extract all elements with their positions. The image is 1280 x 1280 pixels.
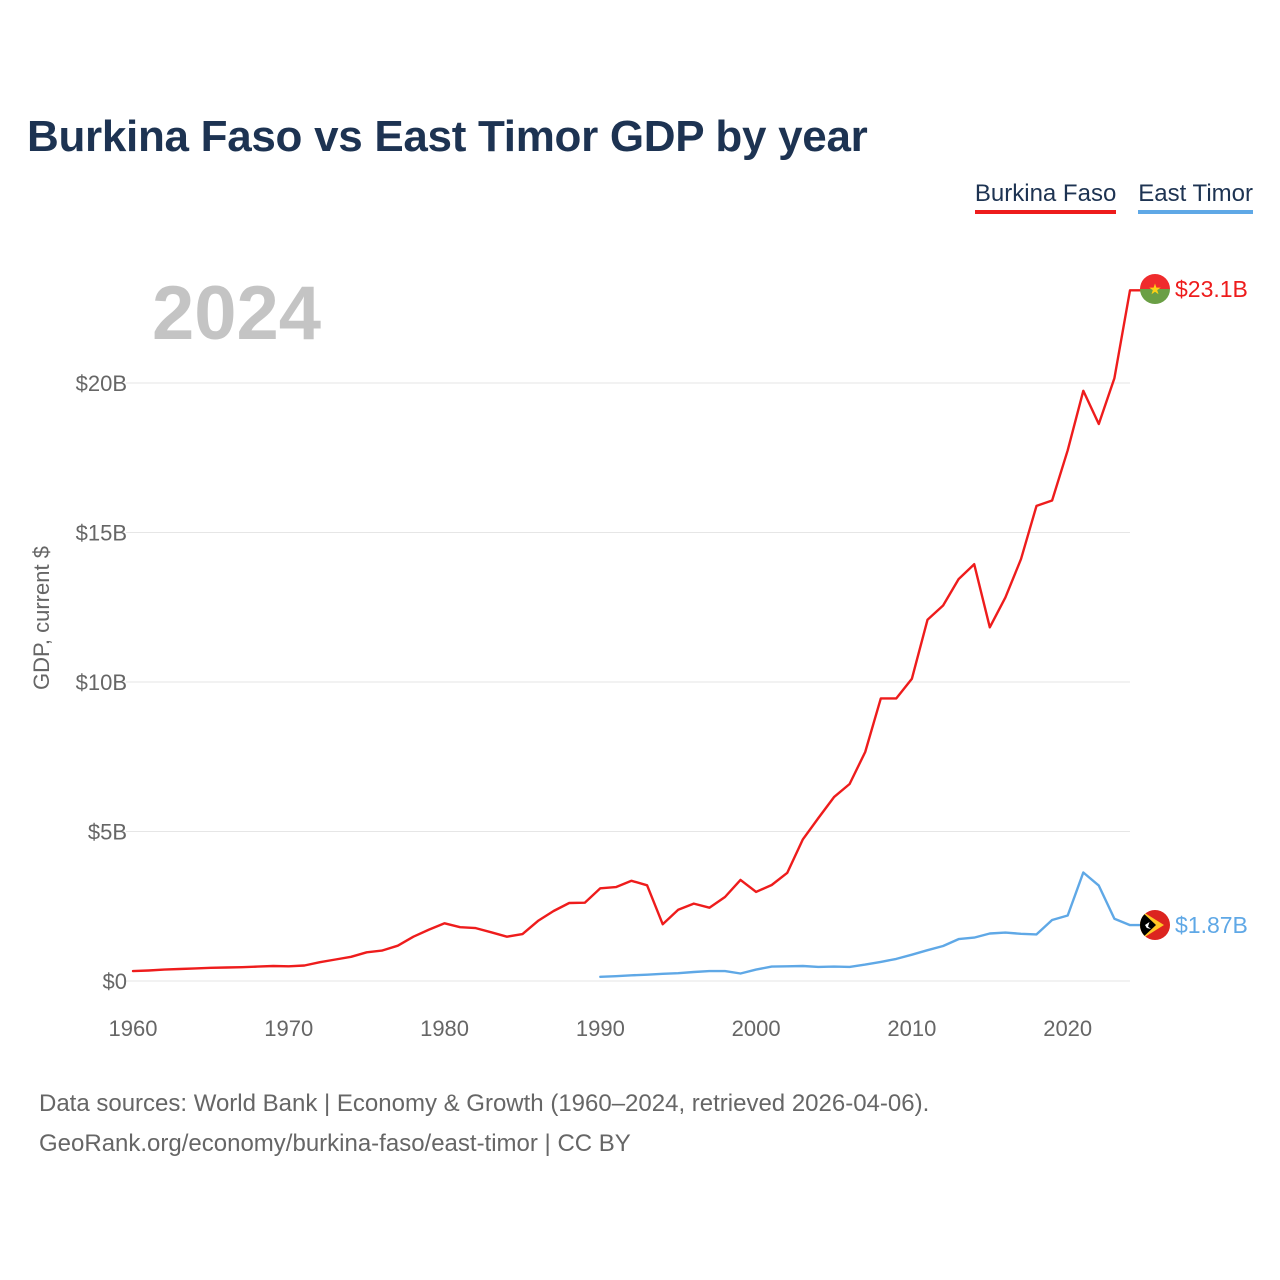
end-value-label-burkina-faso: $23.1B [1175,276,1248,302]
burkina-faso-flag-icon [1140,274,1170,304]
x-tick-label: 2020 [1043,1016,1092,1041]
legend: Burkina Faso East Timor [974,180,1253,214]
chart-title: Burkina Faso vs East Timor GDP by year [27,112,868,161]
x-tick-label: 2000 [732,1016,781,1041]
x-tick-label: 1970 [264,1016,313,1041]
legend-item-burkina-faso[interactable]: Burkina Faso [974,180,1117,214]
x-tick-label: 1960 [109,1016,158,1041]
east-timor-flag-icon [1140,910,1170,940]
current-year-label: 2024 [152,271,322,356]
source-line-link[interactable]: GeoRank.org/economy/burkina-faso/east-ti… [39,1130,631,1157]
y-tick-label: $15B [76,521,127,546]
source-line-data: Data sources: World Bank | Economy & Gro… [39,1090,930,1117]
y-tick-label: $20B [76,371,127,396]
y-tick-label: $5B [88,820,127,845]
series-line-burkina-faso [131,289,1142,973]
x-tick-label: 1990 [576,1016,625,1041]
end-value-label-east-timor: $1.87B [1175,912,1248,938]
x-tick-label: 1980 [420,1016,469,1041]
legend-item-east-timor[interactable]: East Timor [1138,180,1253,214]
source-note: Data sources: World Bank | Economy & Gro… [39,1084,929,1164]
gdp-line-chart: $0 $5B $10B $15B $20B 1960 1970 1980 1990 2000 201… [76,274,1248,1041]
series-line-east-timor [599,871,1142,978]
y-tick-label: $10B [76,670,127,695]
x-tick-label: 2010 [887,1016,936,1041]
y-tick-label: $0 [103,969,127,994]
